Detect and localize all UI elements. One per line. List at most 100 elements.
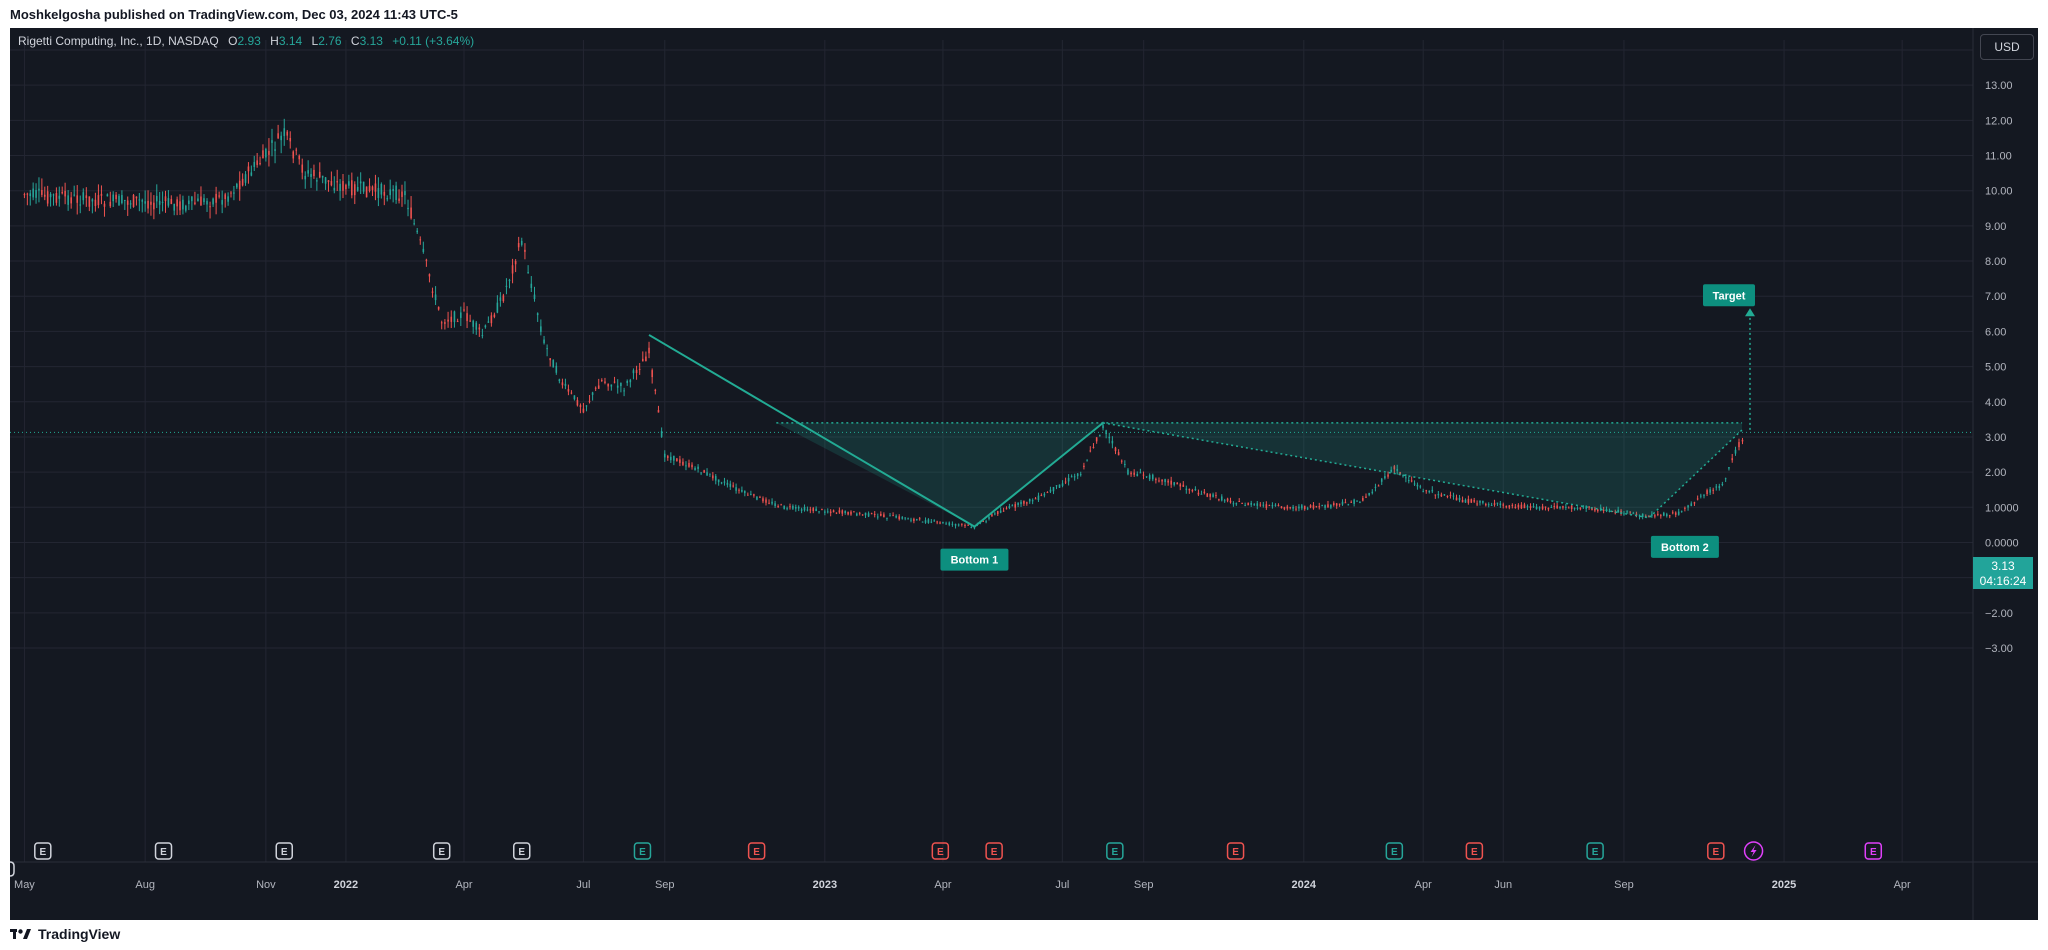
candle-body (1223, 500, 1226, 502)
candle-body (818, 511, 820, 513)
candle-body (407, 207, 409, 210)
candle-body (1446, 495, 1449, 497)
candle-body (858, 512, 861, 514)
candle-body (1017, 502, 1019, 505)
candle-body (85, 195, 88, 199)
earnings-marker-letter: E (1712, 847, 1719, 858)
candle-body (61, 192, 64, 194)
candle-body (103, 203, 106, 207)
candle-body (1485, 503, 1487, 506)
x-tick-label: Apr (934, 879, 951, 891)
candle-body (876, 516, 879, 518)
candle-body (135, 196, 138, 199)
candle-body (419, 239, 422, 241)
candle-body (856, 513, 858, 516)
candle-body (1559, 506, 1561, 509)
candle-body (838, 510, 841, 513)
candle-body (1407, 479, 1410, 482)
candle-body (161, 201, 164, 203)
candle-body (936, 521, 938, 523)
x-tick-label: Sep (655, 879, 675, 891)
candle-body (138, 199, 141, 201)
earnings-marker-icon (1106, 842, 1124, 860)
candle-body (1405, 477, 1407, 479)
candle-body (1553, 505, 1556, 507)
tradingview-logo[interactable]: TradingView (10, 926, 120, 942)
candle-body (437, 306, 440, 310)
candle-body (58, 195, 61, 199)
candle-body (898, 516, 901, 520)
candle-body (1419, 486, 1422, 488)
candle-body (82, 192, 85, 201)
candle-body (1402, 475, 1404, 477)
footer: TradingView (0, 920, 2048, 950)
candle-body (806, 509, 809, 511)
candle-body (1741, 439, 1744, 442)
candle-body (1271, 505, 1274, 507)
candle-body (786, 508, 788, 510)
candle-body (185, 205, 187, 211)
candle-body (1390, 469, 1392, 472)
candle-body (1040, 495, 1043, 497)
candle-body (493, 314, 496, 317)
candle-body (1292, 506, 1294, 509)
lightning-bolt (1750, 845, 1757, 857)
low-value: 2.76 (318, 34, 342, 48)
candle-body (1312, 505, 1315, 509)
candle-body (324, 177, 327, 184)
price-chart[interactable]: 14.0013.0012.0011.0010.009.008.007.006.0… (9, 28, 2038, 920)
candle-body (351, 180, 353, 196)
candle-body (555, 365, 558, 373)
candle-body (682, 461, 684, 465)
candle-body (924, 520, 927, 523)
candle-body (1058, 484, 1061, 488)
candle-body (588, 400, 591, 402)
candle-body (1353, 499, 1355, 504)
chart-area[interactable]: 14.0013.0012.0011.0010.009.008.007.006.0… (9, 28, 2038, 920)
candle-body (720, 482, 723, 484)
candle-body (1718, 485, 1721, 489)
currency-button[interactable]: USD (1980, 34, 2034, 60)
candle-body (241, 178, 244, 186)
candle-body (1247, 503, 1249, 506)
earnings-marker-icon (154, 842, 173, 860)
candle-body (395, 185, 397, 201)
candle-body (38, 188, 40, 191)
earnings-marker-icon (1385, 842, 1404, 860)
candle-body (147, 200, 149, 209)
candle-body (280, 135, 282, 141)
x-tick-label: 2025 (1772, 879, 1796, 891)
candle-body (244, 174, 247, 183)
candle-body (1547, 507, 1550, 510)
candle-body (576, 399, 579, 406)
candle-body (1330, 505, 1332, 508)
bottom1-label-text: Bottom 1 (951, 555, 999, 567)
candle-body (645, 356, 647, 361)
candle-body (167, 198, 170, 206)
candle-body (1588, 506, 1590, 508)
candle-body (265, 148, 267, 158)
candle-body (1179, 484, 1182, 487)
candle-body (365, 186, 368, 198)
candle-body (679, 459, 681, 463)
candle-body (1145, 476, 1148, 478)
candle-body (212, 198, 214, 205)
candle-body (629, 379, 632, 383)
candle-body (353, 184, 356, 196)
candle-body (514, 261, 517, 265)
candle-body (1410, 480, 1413, 482)
candle-body (777, 505, 779, 507)
candle-body (660, 431, 663, 437)
candle-body (469, 320, 471, 322)
candle-body (197, 198, 199, 202)
earnings-marker-icon (1226, 842, 1245, 860)
candle-body (789, 506, 791, 508)
candle-body (224, 194, 226, 200)
candle-body (1428, 490, 1431, 493)
candle-body (450, 316, 453, 322)
candle-body (1479, 500, 1481, 503)
candle-body (1203, 491, 1206, 494)
candle-body (1602, 510, 1605, 512)
y-tick-label: 9.00 (1985, 221, 2006, 233)
candle-body (907, 518, 909, 520)
